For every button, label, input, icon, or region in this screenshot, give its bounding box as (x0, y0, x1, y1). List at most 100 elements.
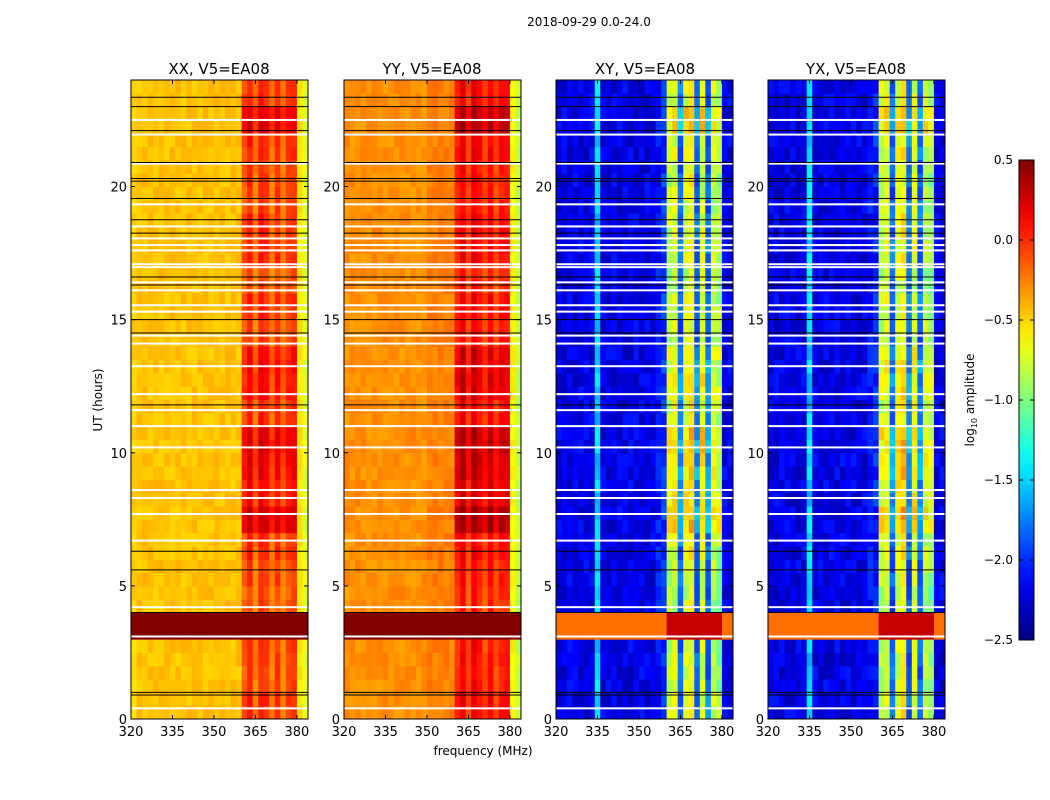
heatmap-cell (280, 186, 287, 201)
heatmap-cell (578, 519, 585, 534)
heatmap-cell (727, 119, 734, 134)
heatmap-cell (661, 652, 668, 667)
heatmap-cell (721, 559, 728, 574)
heatmap-cell (460, 652, 467, 667)
heatmap-cell (269, 705, 276, 720)
heatmap-cell (393, 146, 400, 161)
heatmap-cell (230, 585, 237, 600)
heatmap-cell (504, 679, 511, 693)
heatmap-cell (567, 679, 574, 693)
flagged-row-white (131, 263, 308, 266)
heatmap-cell (556, 186, 563, 201)
heatmap-cell (142, 585, 149, 600)
heatmap-cell (131, 372, 138, 387)
heatmap-cell (465, 133, 472, 148)
heatmap-cell (158, 399, 165, 414)
heatmap-cell (280, 506, 287, 520)
heatmap-cell (175, 119, 182, 134)
heatmap-cell (296, 159, 303, 174)
heatmap-cell (784, 665, 791, 680)
heatmap-cell (180, 253, 187, 267)
heatmap-cell (147, 119, 154, 134)
heatmap-cell (258, 332, 265, 347)
heatmap-cell (280, 466, 287, 480)
heatmap-cell (247, 625, 254, 640)
heatmap-cell (241, 492, 248, 507)
heatmap-cell (296, 266, 303, 281)
heatmap-cell (280, 372, 287, 387)
heatmap-cell (382, 199, 389, 214)
flagged-row-white (344, 342, 521, 345)
heatmap-cell (694, 239, 701, 254)
heatmap-cell (677, 652, 684, 667)
heatmap-cell (241, 80, 248, 94)
heatmap-cell (131, 386, 138, 400)
heatmap-cell (355, 266, 362, 281)
heatmap-cell (296, 479, 303, 494)
heatmap-cell (158, 492, 165, 507)
heatmap-cell (482, 452, 489, 467)
heatmap-cell (460, 412, 467, 427)
heatmap-cell (158, 466, 165, 480)
heatmap-cell (230, 386, 237, 400)
heatmap-cell (705, 266, 712, 281)
heatmap-cell (355, 346, 362, 361)
heatmap-cell (460, 106, 467, 121)
heatmap-cell (655, 652, 662, 667)
heatmap-cell (509, 545, 516, 560)
heatmap-cell (213, 279, 220, 294)
heatmap-cell (438, 372, 445, 387)
flagged-row-white (131, 342, 308, 345)
heatmap-cell (611, 599, 618, 613)
heatmap-cell (616, 80, 623, 94)
heatmap-cell (285, 279, 292, 294)
heatmap-cell (556, 679, 563, 693)
heatmap-cell (471, 319, 478, 334)
heatmap-cell (131, 506, 138, 520)
heatmap-cell (465, 665, 472, 680)
y-tick-label: 5 (544, 580, 552, 595)
heatmap-cell (572, 439, 579, 454)
heatmap-cell (694, 506, 701, 520)
heatmap-cell (302, 106, 309, 121)
heatmap-cell (202, 519, 209, 534)
heatmap-cell (498, 293, 505, 307)
heatmap-cell (509, 279, 516, 294)
heatmap-cell (471, 466, 478, 480)
heatmap-cell (371, 319, 378, 334)
heatmap-cell (705, 652, 712, 667)
heatmap-cell (291, 93, 298, 108)
heatmap-cell (482, 319, 489, 334)
heatmap-cell (561, 239, 568, 254)
heatmap-cell (515, 652, 522, 667)
heatmap-cell (556, 372, 563, 387)
heatmap-cell (627, 186, 634, 201)
heatmap-cell (627, 399, 634, 414)
heatmap-cell (515, 639, 522, 653)
heatmap-cell (241, 173, 248, 187)
heatmap-cell (688, 119, 695, 134)
heatmap-cell (498, 559, 505, 574)
heatmap-cell (175, 186, 182, 201)
heatmap-cell (498, 253, 505, 267)
heatmap-cell (180, 506, 187, 520)
heatmap-cell (164, 572, 171, 587)
heatmap-cell (213, 426, 220, 440)
heatmap-cell (465, 186, 472, 201)
heatmap-cell (191, 625, 198, 640)
heatmap-cell (589, 612, 596, 627)
heatmap-cell (677, 133, 684, 148)
heatmap-cell (404, 599, 411, 613)
heatmap-cell (515, 519, 522, 534)
heatmap-cell (578, 80, 585, 94)
heatmap-cell (515, 279, 522, 294)
heatmap-cell (460, 466, 467, 480)
heatmap-cell (650, 599, 657, 613)
heatmap-cell (225, 266, 232, 281)
heatmap-cell (616, 426, 623, 440)
heatmap-cell (688, 266, 695, 281)
heatmap-cell (269, 319, 276, 334)
heatmap-cell (131, 186, 138, 201)
heatmap-cell (471, 519, 478, 534)
